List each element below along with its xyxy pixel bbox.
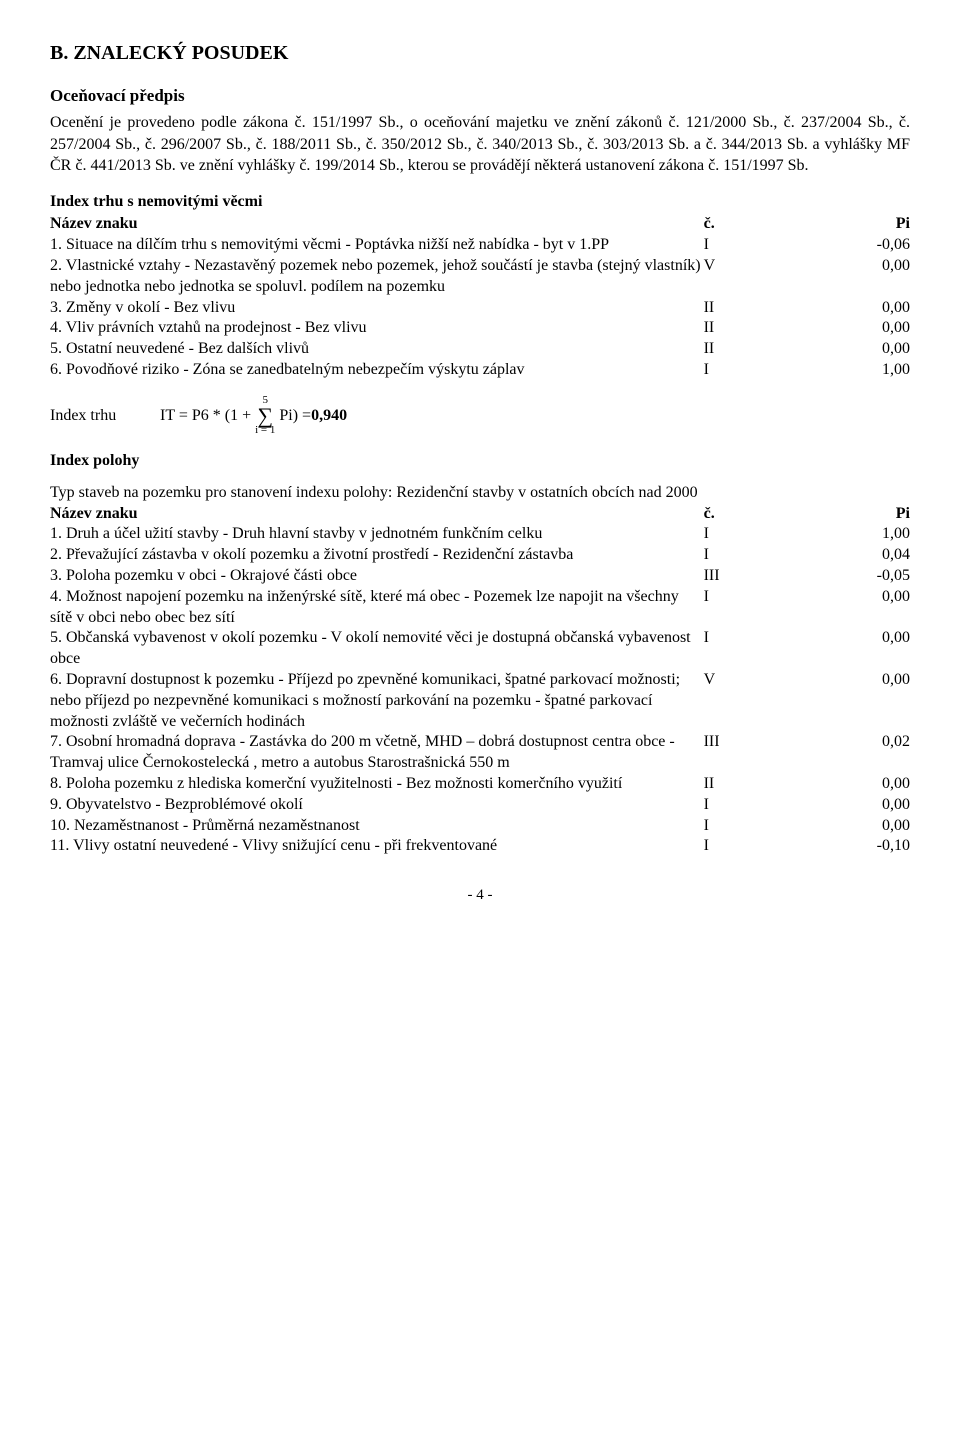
cell-name: 5. Ostatní neuvedené - Bez dalších vlivů (50, 339, 704, 360)
index-trhu-heading: Index trhu s nemovitými věcmi (50, 191, 910, 213)
table-row: 10. Nezaměstnanost - Průměrná nezaměstna… (50, 816, 910, 837)
cell-p: -0,06 (772, 235, 910, 256)
cell-c: III (704, 566, 773, 587)
cell-p: 0,00 (772, 587, 910, 629)
index-trhu-table: Název znaku č. Pi 1. Situace na dílčím t… (50, 214, 910, 380)
table-row: 5. Občanská vybavenost v okolí pozemku -… (50, 628, 910, 670)
table-row: 6. Dopravní dostupnost k pozemku - Příje… (50, 670, 910, 732)
formula-rhs1: Pi) = (279, 405, 311, 427)
table-row: 5. Ostatní neuvedené - Bez dalších vlivů… (50, 339, 910, 360)
cell-p: 0,00 (772, 628, 910, 670)
formula-label: Index trhu (50, 405, 160, 427)
cell-p: 0,00 (772, 816, 910, 837)
cell-name: 10. Nezaměstnanost - Průměrná nezaměstna… (50, 816, 704, 837)
cell-name: 4. Vliv právních vztahů na prodejnost - … (50, 318, 704, 339)
polohy-intro: Typ staveb na pozemku pro stanovení inde… (50, 482, 910, 504)
th-p: Pi (772, 214, 910, 235)
cell-c: III (704, 732, 773, 774)
cell-p: 0,00 (772, 339, 910, 360)
cell-name: 3. Změny v okolí - Bez vlivu (50, 298, 704, 319)
cell-c: II (704, 298, 773, 319)
table-row: 4. Možnost napojení pozemku na inženýrsk… (50, 587, 910, 629)
cell-p: 1,00 (772, 524, 910, 545)
cell-c: I (704, 795, 773, 816)
cell-name: 5. Občanská vybavenost v okolí pozemku -… (50, 628, 704, 670)
cell-p: 0,00 (772, 670, 910, 732)
index-polohy-heading: Index polohy (50, 450, 910, 472)
page-number: - 4 - (50, 885, 910, 905)
cell-c: II (704, 318, 773, 339)
cell-p: 0,00 (772, 318, 910, 339)
cell-c: I (704, 545, 773, 566)
table-row: 8. Poloha pozemku z hlediska komerční vy… (50, 774, 910, 795)
cell-p: -0,10 (772, 836, 910, 857)
table-header-row: Název znaku č. Pi (50, 214, 910, 235)
cell-c: I (704, 235, 773, 256)
th-c: č. (704, 504, 773, 525)
th-p: Pi (772, 504, 910, 525)
cell-name: 2. Převažující zástavba v okolí pozemku … (50, 545, 704, 566)
th-name: Název znaku (50, 214, 704, 235)
table-row: 1. Situace na dílčím trhu s nemovitými v… (50, 235, 910, 256)
cell-name: 1. Druh a účel užití stavby - Druh hlavn… (50, 524, 704, 545)
table-row: 2. Vlastnické vztahy - Nezastavěný pozem… (50, 256, 910, 298)
cell-c: I (704, 524, 773, 545)
cell-name: 4. Možnost napojení pozemku na inženýrsk… (50, 587, 704, 629)
cell-p: 0,00 (772, 795, 910, 816)
cell-name: 6. Dopravní dostupnost k pozemku - Příje… (50, 670, 704, 732)
th-name: Název znaku (50, 504, 704, 525)
sigma-bottom: i = 1 (255, 425, 275, 436)
table-row: 9. Obyvatelstvo - Bezproblémové okolíI0,… (50, 795, 910, 816)
cell-c: I (704, 816, 773, 837)
cell-name: 6. Povodňové riziko - Zóna se zanedbatel… (50, 360, 704, 381)
cell-name: 9. Obyvatelstvo - Bezproblémové okolí (50, 795, 704, 816)
cell-c: I (704, 836, 773, 857)
formula-lhs: IT = P6 * (1 + (160, 405, 251, 427)
cell-name: 1. Situace na dílčím trhu s nemovitými v… (50, 235, 704, 256)
cell-p: 0,00 (772, 256, 910, 298)
th-c: č. (704, 214, 773, 235)
page-title: B. ZNALECKÝ POSUDEK (50, 40, 910, 67)
pricing-heading: Oceňovací předpis (50, 85, 910, 108)
cell-p: -0,05 (772, 566, 910, 587)
table-row: 3. Změny v okolí - Bez vlivuII0,00 (50, 298, 910, 319)
cell-p: 0,00 (772, 298, 910, 319)
cell-c: I (704, 587, 773, 629)
cell-p: 1,00 (772, 360, 910, 381)
table-row: 1. Druh a účel užití stavby - Druh hlavn… (50, 524, 910, 545)
sigma-symbol: ∑ (257, 406, 273, 426)
sigma-icon: 5 ∑ i = 1 (255, 395, 275, 437)
cell-p: 0,04 (772, 545, 910, 566)
cell-c: I (704, 628, 773, 670)
cell-c: V (704, 256, 773, 298)
index-trhu-formula: Index trhu IT = P6 * (1 + 5 ∑ i = 1 Pi) … (50, 395, 910, 437)
table-row: 3. Poloha pozemku v obci - Okrajové část… (50, 566, 910, 587)
table-row: 2. Převažující zástavba v okolí pozemku … (50, 545, 910, 566)
cell-name: 7. Osobní hromadná doprava - Zastávka do… (50, 732, 704, 774)
cell-p: 0,00 (772, 774, 910, 795)
pricing-text: Ocenění je provedeno podle zákona č. 151… (50, 112, 910, 177)
cell-name: 8. Poloha pozemku z hlediska komerční vy… (50, 774, 704, 795)
table-row: 11. Vlivy ostatní neuvedené - Vlivy sniž… (50, 836, 910, 857)
cell-name: 3. Poloha pozemku v obci - Okrajové část… (50, 566, 704, 587)
formula-value: 0,940 (311, 405, 347, 427)
table-header-row: Název znaku č. Pi (50, 504, 910, 525)
table-row: 6. Povodňové riziko - Zóna se zanedbatel… (50, 360, 910, 381)
table-row: 7. Osobní hromadná doprava - Zastávka do… (50, 732, 910, 774)
cell-name: 11. Vlivy ostatní neuvedené - Vlivy sniž… (50, 836, 704, 857)
formula-body: IT = P6 * (1 + 5 ∑ i = 1 Pi) = 0,940 (160, 395, 347, 437)
index-polohy-table: Název znaku č. Pi 1. Druh a účel užití s… (50, 504, 910, 858)
cell-name: 2. Vlastnické vztahy - Nezastavěný pozem… (50, 256, 704, 298)
cell-p: 0,02 (772, 732, 910, 774)
table-row: 4. Vliv právních vztahů na prodejnost - … (50, 318, 910, 339)
cell-c: V (704, 670, 773, 732)
cell-c: I (704, 360, 773, 381)
cell-c: II (704, 339, 773, 360)
cell-c: II (704, 774, 773, 795)
